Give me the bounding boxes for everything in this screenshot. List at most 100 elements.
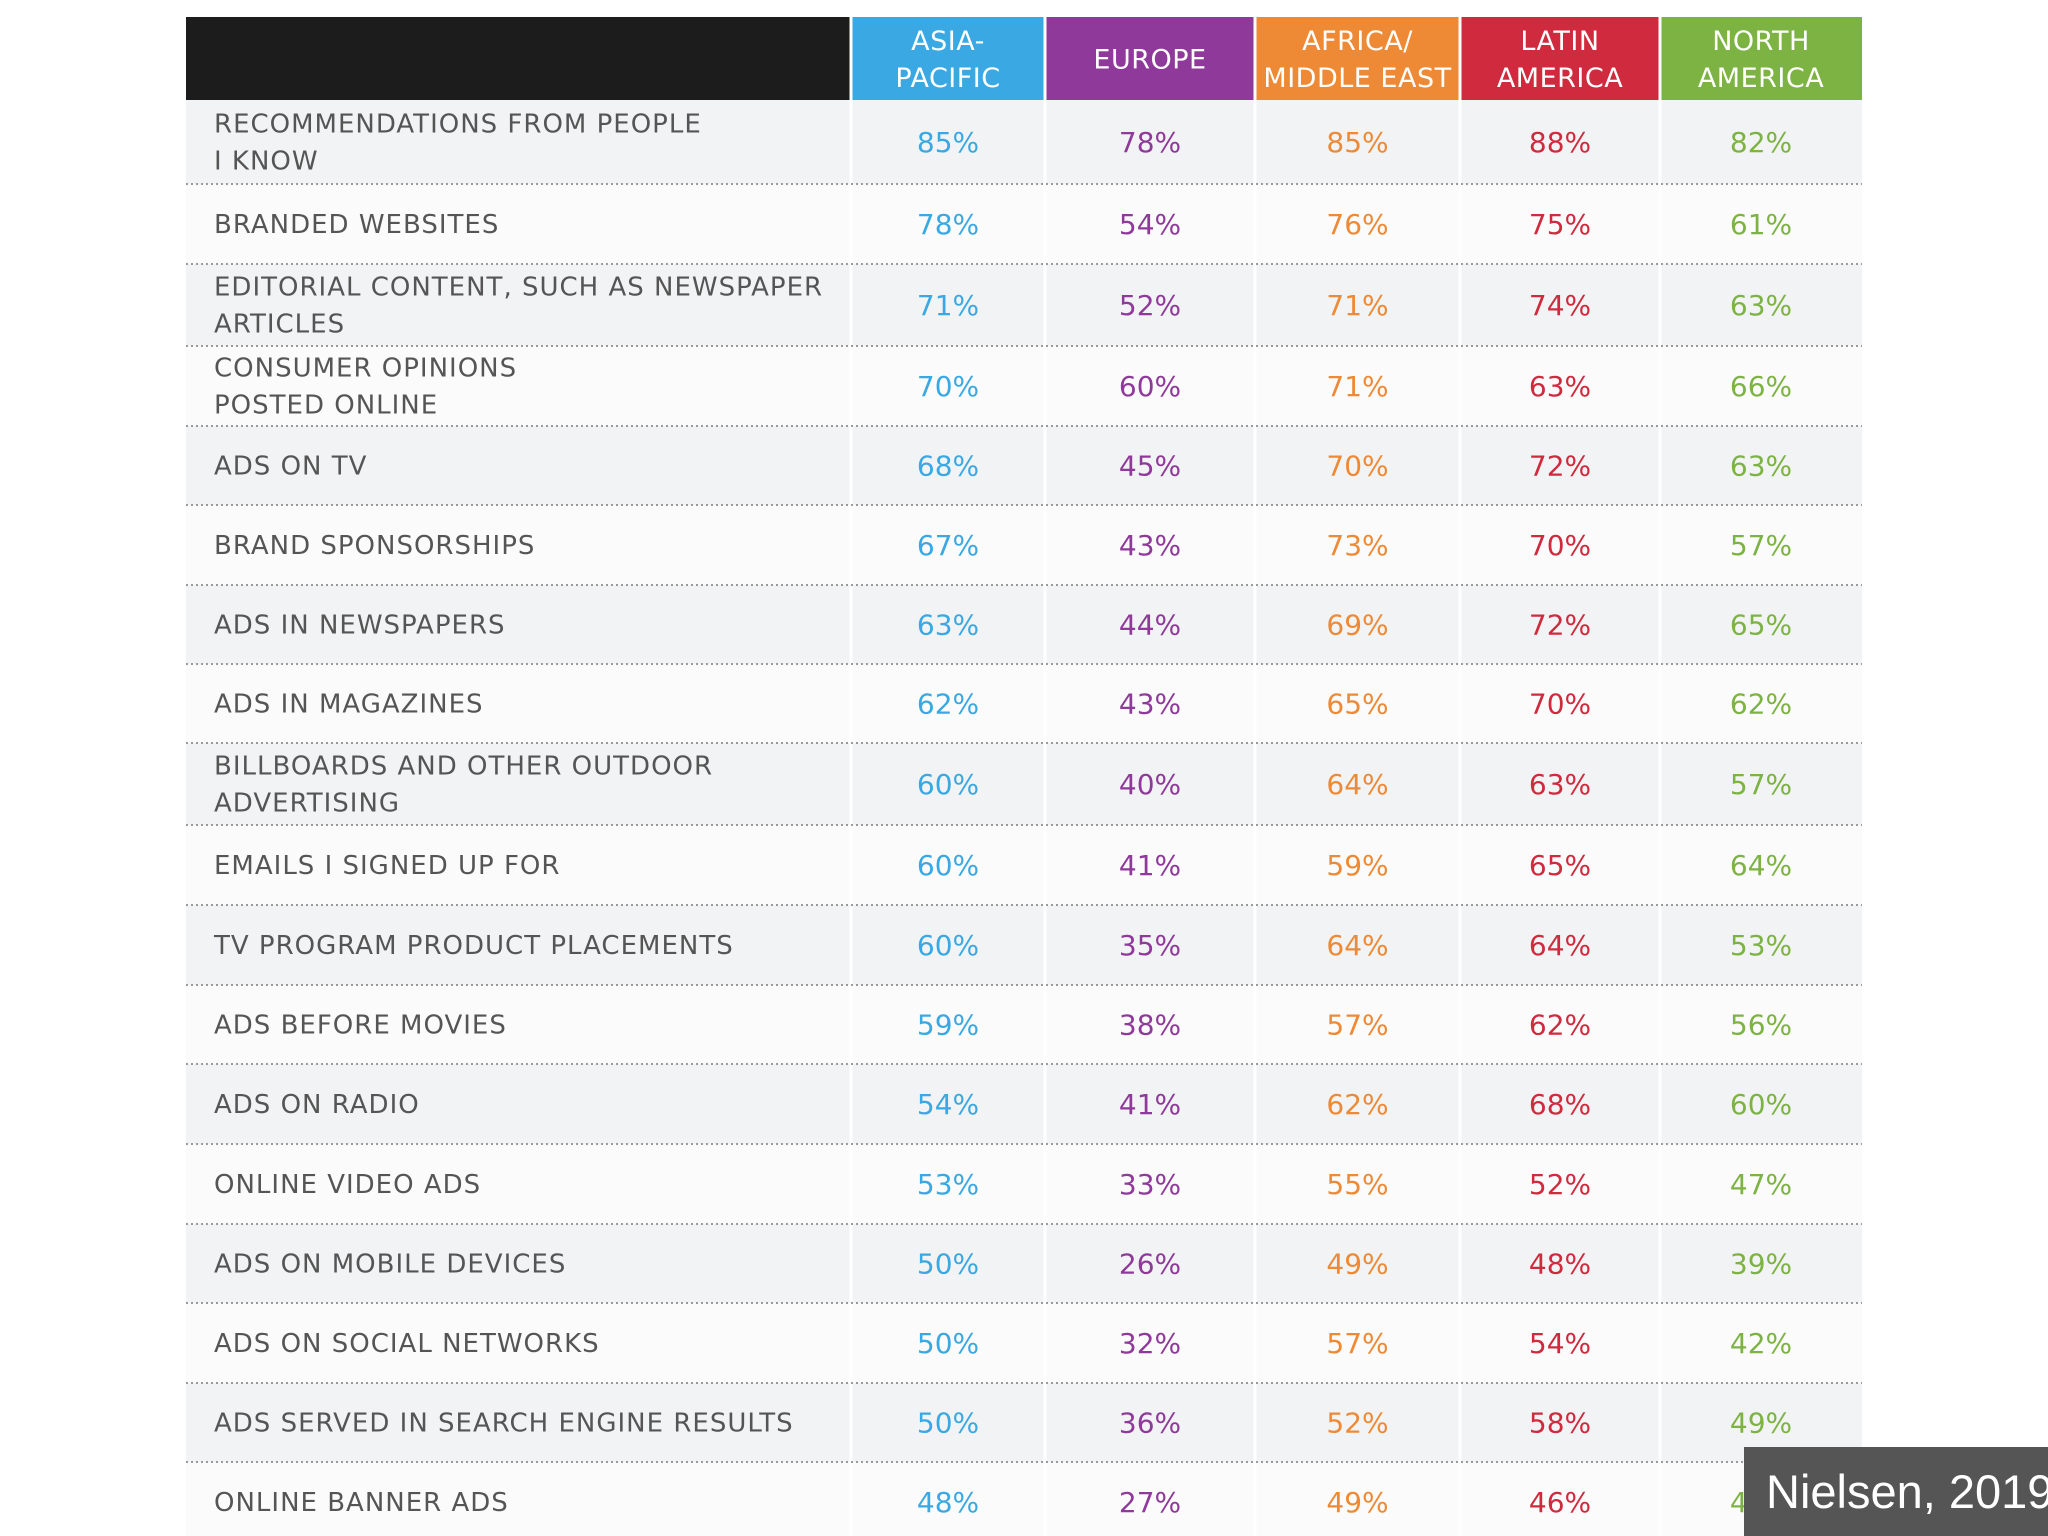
table-cell-value: 70%: [1529, 688, 1591, 721]
row-label: POSTED ONLINE: [214, 391, 438, 421]
table-cell-value: 58%: [1529, 1407, 1591, 1440]
table-cell-value: 50%: [917, 1327, 979, 1360]
table-cell-value: 42%: [1730, 1327, 1792, 1360]
table-cell-value: 73%: [1326, 529, 1388, 562]
table-cell-value: 49%: [1730, 1407, 1792, 1440]
row-background: [186, 905, 1862, 985]
table-cell-value: 54%: [917, 1088, 979, 1121]
table-cell-value: 32%: [1119, 1327, 1181, 1360]
table-cell-value: 64%: [1326, 768, 1388, 801]
table-cell-value: 38%: [1119, 1009, 1181, 1042]
column-header-label: EUROPE: [1093, 45, 1206, 76]
column-header-label: AFRICA/: [1302, 26, 1413, 57]
row-label: TV PROGRAM PRODUCT PLACEMENTS: [213, 931, 734, 961]
row-label: ARTICLES: [214, 310, 345, 340]
row-background: [186, 1224, 1862, 1303]
table-cell-value: 67%: [917, 529, 979, 562]
table-cell-value: 59%: [917, 1009, 979, 1042]
table-cell-value: 62%: [917, 688, 979, 721]
column-header-label: LATIN: [1520, 26, 1599, 57]
row-background: [186, 1383, 1862, 1462]
row-label: ADS BEFORE MOVIES: [214, 1011, 507, 1041]
row-label: ONLINE VIDEO ADS: [214, 1170, 481, 1200]
row-label: ADS ON TV: [214, 452, 367, 482]
table-cell-value: 48%: [917, 1486, 979, 1519]
table-cell-value: 43%: [1119, 688, 1181, 721]
table-cell-value: 71%: [1326, 370, 1388, 403]
row-background: [186, 985, 1862, 1064]
table-cell-value: 70%: [1529, 529, 1591, 562]
table-cell-value: 59%: [1326, 849, 1388, 882]
table-cell-value: 70%: [917, 370, 979, 403]
row-background: [186, 825, 1862, 905]
table-cell-value: 57%: [1730, 529, 1792, 562]
table-cell-value: 62%: [1326, 1088, 1388, 1121]
row-background: [186, 505, 1862, 585]
column-header-label: AMERICA: [1698, 63, 1824, 94]
table-cell-value: 33%: [1119, 1168, 1181, 1201]
table-cell-value: 44%: [1119, 609, 1181, 642]
table-cell-value: 70%: [1326, 450, 1388, 483]
column-header-label: AMERICA: [1497, 63, 1623, 94]
table-cell-value: 60%: [917, 849, 979, 882]
table-cell-value: 63%: [1529, 370, 1591, 403]
table-cell-value: 64%: [1529, 929, 1591, 962]
table-cell-value: 60%: [917, 929, 979, 962]
table-cell-value: 52%: [1529, 1168, 1591, 1201]
table-cell-value: 72%: [1529, 609, 1591, 642]
table-cell-value: 60%: [1730, 1088, 1792, 1121]
table-cell-value: 85%: [1326, 126, 1388, 159]
table-cell-value: 64%: [1730, 849, 1792, 882]
column-header-bg: [1045, 17, 1255, 100]
table-cell-value: 50%: [917, 1407, 979, 1440]
row-label: ADS IN NEWSPAPERS: [214, 611, 506, 641]
table-cell-value: 74%: [1529, 289, 1591, 322]
table-cell-value: 46%: [1529, 1486, 1591, 1519]
row-label: BRAND SPONSORSHIPS: [214, 531, 535, 561]
table-cell-value: 78%: [917, 208, 979, 241]
row-label: I KNOW: [214, 147, 319, 177]
table-cell-value: 55%: [1326, 1168, 1388, 1201]
row-label: CONSUMER OPINIONS: [214, 354, 517, 384]
row-background: [186, 346, 1862, 426]
row-label: BILLBOARDS AND OTHER OUTDOOR: [214, 752, 713, 782]
row-background: [186, 1303, 1862, 1383]
row-background: [186, 264, 1862, 346]
row-background: [186, 184, 1862, 264]
table-cell-value: 47%: [1730, 1168, 1792, 1201]
column-header-label: MIDDLE EAST: [1263, 63, 1451, 94]
row-label: ADS ON SOCIAL NETWORKS: [214, 1329, 600, 1359]
header-blank-cell: [186, 17, 851, 100]
row-label: BRANDED WEBSITES: [214, 210, 499, 240]
table-cell-value: 50%: [917, 1248, 979, 1281]
table-cell-value: 35%: [1119, 929, 1181, 962]
row-label: ONLINE BANNER ADS: [214, 1488, 509, 1518]
table-cell-value: 78%: [1119, 126, 1181, 159]
row-label: EMAILS I SIGNED UP FOR: [214, 851, 560, 881]
table-cell-value: 82%: [1730, 126, 1792, 159]
table-cell-value: 76%: [1326, 208, 1388, 241]
table-cell-value: 62%: [1730, 688, 1792, 721]
row-background: [186, 743, 1862, 825]
table-cell-value: 45%: [1119, 450, 1181, 483]
table-cell-value: 26%: [1119, 1248, 1181, 1281]
table-cell-value: 41%: [1119, 1088, 1181, 1121]
table-cell-value: 64%: [1326, 929, 1388, 962]
column-header-bg: [1660, 17, 1862, 100]
table-cell-value: 63%: [1730, 289, 1792, 322]
table-cell-value: 36%: [1119, 1407, 1181, 1440]
column-header-bg: [851, 17, 1045, 100]
table-cell-value: 69%: [1326, 609, 1388, 642]
column-header-label: PACIFIC: [895, 63, 1000, 94]
table-cell-value: 71%: [917, 289, 979, 322]
row-label: ADS IN MAGAZINES: [214, 690, 484, 720]
table-cell-value: 53%: [917, 1168, 979, 1201]
row-background: [186, 585, 1862, 664]
table-cell-value: 63%: [1730, 450, 1792, 483]
table-cell-value: 65%: [1730, 609, 1792, 642]
table-cell-value: 56%: [1730, 1009, 1792, 1042]
row-label: ADS ON RADIO: [214, 1090, 420, 1120]
table-cell-value: 39%: [1730, 1248, 1792, 1281]
table-cell-value: 62%: [1529, 1009, 1591, 1042]
